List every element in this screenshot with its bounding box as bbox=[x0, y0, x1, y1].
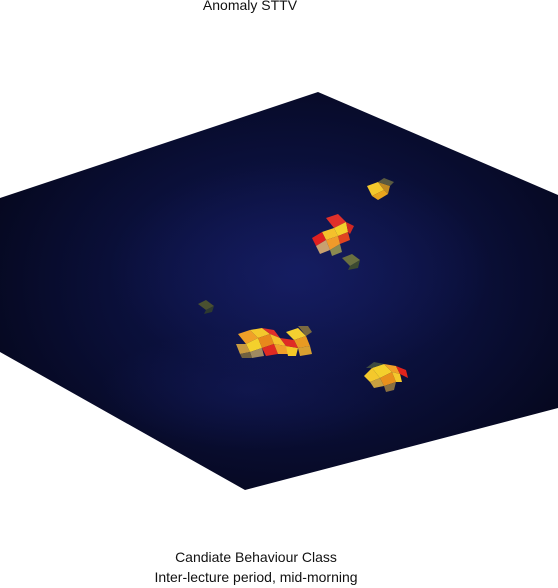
voxel bbox=[338, 232, 350, 244]
voxel bbox=[384, 364, 400, 374]
voxel bbox=[342, 254, 360, 266]
voxel bbox=[330, 244, 342, 256]
voxel bbox=[274, 344, 290, 354]
voxel bbox=[316, 240, 330, 254]
voxel bbox=[246, 338, 262, 352]
voxel bbox=[322, 228, 338, 240]
cluster-upper-center bbox=[312, 214, 354, 256]
voxel bbox=[258, 334, 274, 348]
voxel bbox=[286, 346, 298, 356]
voxel bbox=[298, 326, 312, 336]
voxel bbox=[262, 344, 278, 356]
voxel bbox=[396, 366, 408, 378]
voxel bbox=[198, 300, 214, 310]
volume-haze-low bbox=[100, 330, 400, 450]
volume-haze bbox=[110, 160, 490, 380]
voxel bbox=[334, 222, 348, 236]
voxel bbox=[370, 378, 384, 388]
voxel bbox=[312, 232, 326, 246]
caption-line-2: Inter-lecture period, mid-morning bbox=[154, 569, 358, 585]
voxel bbox=[250, 328, 270, 338]
voxel bbox=[326, 236, 340, 250]
voxel bbox=[270, 334, 286, 346]
voxel bbox=[240, 352, 252, 358]
cluster-left-faint bbox=[198, 300, 214, 314]
voxel bbox=[286, 328, 306, 340]
voxel bbox=[372, 190, 388, 200]
cluster-center-large bbox=[236, 326, 312, 358]
caption-line-1: Candiate Behaviour Class bbox=[175, 549, 337, 565]
cluster-top-right bbox=[367, 178, 394, 200]
voxel bbox=[364, 368, 380, 382]
voxel bbox=[380, 372, 396, 386]
cluster-lower-right bbox=[364, 362, 408, 392]
voxel bbox=[384, 382, 396, 392]
voxel bbox=[280, 338, 298, 348]
voxel bbox=[236, 344, 250, 354]
voxel bbox=[367, 182, 384, 196]
voxel bbox=[294, 336, 310, 348]
cluster-small-green bbox=[342, 254, 360, 270]
voxel bbox=[366, 362, 384, 368]
voxel bbox=[346, 222, 354, 234]
voxel bbox=[262, 328, 280, 338]
voxel bbox=[250, 348, 264, 358]
voxel bbox=[378, 178, 394, 186]
voxel bbox=[392, 372, 402, 382]
voxel bbox=[348, 260, 360, 270]
figure-title: Anomaly STTV bbox=[202, 0, 298, 13]
voxel bbox=[204, 306, 214, 314]
voxel bbox=[298, 346, 312, 356]
